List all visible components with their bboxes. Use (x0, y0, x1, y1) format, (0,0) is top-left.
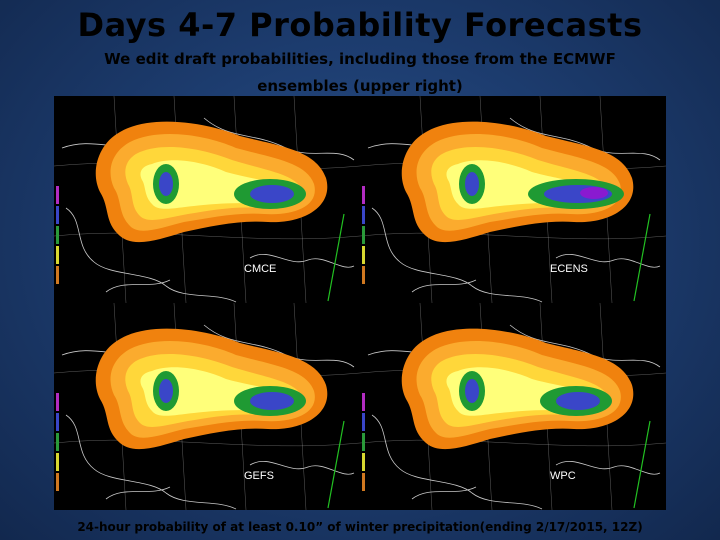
colorbar (56, 186, 59, 284)
map-ecens: ECENS (360, 96, 666, 303)
extreme-probability-core (580, 187, 608, 199)
very-high-probability-core-west (465, 172, 479, 196)
very-high-probability-core-east (556, 392, 600, 410)
slide-subtitle: We edit draft probabilities, including t… (0, 46, 720, 100)
forecast-map-grid: CMCE ECENS GEFS WPC (54, 96, 666, 510)
subtitle-line-2: ensembles (upper right) (257, 77, 463, 95)
very-high-probability-core-west (159, 172, 173, 196)
map-panel-cmce: CMCE (54, 96, 360, 303)
map-panel-wpc: WPC (360, 303, 666, 510)
very-high-probability-core-east (250, 185, 294, 203)
probability-contours (401, 121, 634, 243)
slide-title: Days 4-7 Probability Forecasts (77, 6, 643, 44)
figure-caption: 24-hour probability of at least 0.10” of… (77, 520, 643, 534)
colorbar (362, 393, 365, 491)
probability-contours (95, 121, 328, 243)
boundary-line (327, 213, 345, 302)
map-wpc: WPC (360, 303, 666, 510)
model-label: CMCE (244, 263, 276, 275)
map-gefs: GEFS (54, 303, 360, 510)
boundary-line (633, 213, 651, 302)
colorbar (56, 393, 59, 491)
boundary-line (633, 420, 651, 509)
model-label: ECENS (550, 263, 588, 275)
model-label: GEFS (244, 470, 274, 482)
map-cmce: CMCE (54, 96, 360, 303)
map-panel-ecens: ECENS (360, 96, 666, 303)
subtitle-line-1: We edit draft probabilities, including t… (104, 50, 616, 68)
probability-contours (95, 328, 328, 450)
very-high-probability-core-west (465, 379, 479, 403)
probability-contours (401, 328, 634, 450)
colorbar (362, 186, 365, 284)
boundary-line (327, 420, 345, 509)
model-label: WPC (550, 470, 576, 482)
very-high-probability-core-west (159, 379, 173, 403)
very-high-probability-core-east (250, 392, 294, 410)
map-panel-gefs: GEFS (54, 303, 360, 510)
